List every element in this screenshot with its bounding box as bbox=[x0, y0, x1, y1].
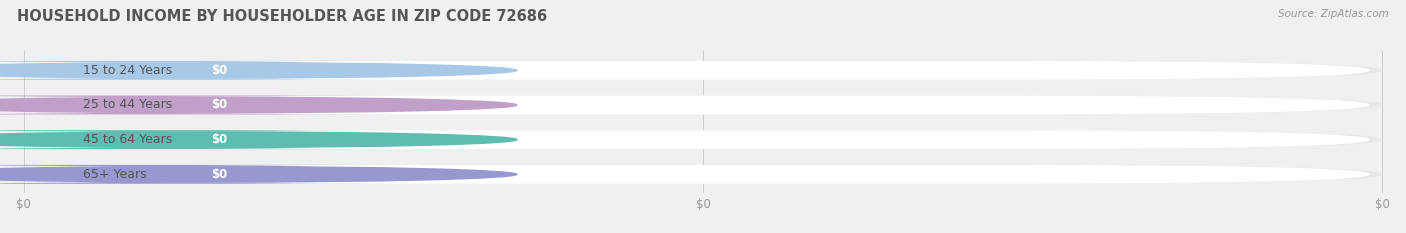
FancyBboxPatch shape bbox=[24, 130, 1382, 149]
FancyBboxPatch shape bbox=[0, 96, 394, 114]
FancyBboxPatch shape bbox=[37, 96, 1369, 114]
Circle shape bbox=[0, 97, 517, 113]
Text: Source: ZipAtlas.com: Source: ZipAtlas.com bbox=[1278, 9, 1389, 19]
FancyBboxPatch shape bbox=[24, 165, 1382, 184]
Text: 65+ Years: 65+ Years bbox=[83, 168, 146, 181]
FancyBboxPatch shape bbox=[24, 96, 1382, 115]
FancyBboxPatch shape bbox=[0, 165, 394, 184]
Text: HOUSEHOLD INCOME BY HOUSEHOLDER AGE IN ZIP CODE 72686: HOUSEHOLD INCOME BY HOUSEHOLDER AGE IN Z… bbox=[17, 9, 547, 24]
FancyBboxPatch shape bbox=[0, 130, 394, 149]
Circle shape bbox=[0, 132, 517, 147]
Text: $0: $0 bbox=[211, 168, 228, 181]
Text: 15 to 24 Years: 15 to 24 Years bbox=[83, 64, 172, 77]
Text: $0: $0 bbox=[211, 133, 228, 146]
FancyBboxPatch shape bbox=[37, 61, 1369, 80]
Text: 45 to 64 Years: 45 to 64 Years bbox=[83, 133, 172, 146]
FancyBboxPatch shape bbox=[37, 165, 1369, 184]
Text: $0: $0 bbox=[211, 99, 228, 112]
FancyBboxPatch shape bbox=[24, 61, 1382, 80]
Circle shape bbox=[0, 167, 517, 182]
Circle shape bbox=[0, 62, 517, 78]
Text: 25 to 44 Years: 25 to 44 Years bbox=[83, 99, 172, 112]
FancyBboxPatch shape bbox=[0, 61, 394, 80]
FancyBboxPatch shape bbox=[37, 130, 1369, 149]
Text: $0: $0 bbox=[211, 64, 228, 77]
